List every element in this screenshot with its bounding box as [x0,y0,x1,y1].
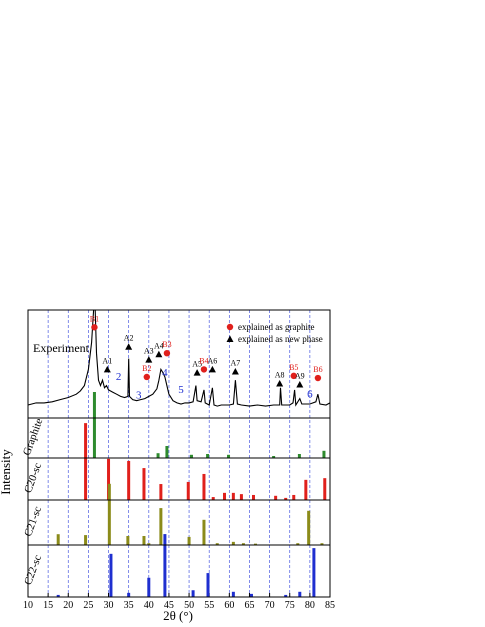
peak-label: B1 [90,314,99,323]
graphite-marker [91,324,98,331]
new-phase-marker [226,335,234,342]
graphite-marker [143,373,150,381]
new-phase-marker [145,356,153,363]
peak-number: 5 [178,384,184,396]
x-tick-label: 20 [63,600,73,611]
x-tick-label: 25 [83,600,93,611]
peak-label: B4 [199,356,208,365]
peak-label: A7 [230,359,240,368]
plot-frame [27,309,331,598]
graphite-marker [200,366,208,373]
peak-label: B6 [313,365,322,374]
x-tick-label: 45 [164,600,174,611]
x-tick-label: 75 [285,600,295,611]
peak-number: 4 [162,367,168,379]
panel-label: C22-sc [22,553,44,586]
graphite-marker [290,372,297,380]
new-phase-marker [193,369,201,376]
panel-label: C20-sc [22,461,44,494]
peak-label: A9 [295,372,305,381]
x-tick-label: 40 [144,600,154,611]
peak-number: 2 [116,371,122,383]
new-phase-marker [103,365,111,373]
x-tick-label: 80 [305,600,315,611]
peak-label: B3 [162,340,171,349]
peak-label: A4 [154,341,164,350]
legend-label: explained as graphite [238,322,314,332]
graphite-marker [314,374,322,382]
peak-label: B2 [142,364,151,373]
peak-label: A8 [275,370,285,379]
peak-label: A6 [208,356,218,365]
new-phase-marker [296,381,304,388]
peak-number: 3 [136,390,142,402]
x-tick-label: 65 [244,600,254,611]
x-tick-label: 50 [184,600,194,611]
peak-label: A1 [102,356,112,365]
experiment-line [27,309,331,407]
x-tick-label: 55 [204,600,214,611]
peak-number: 6 [307,388,313,400]
new-phase-marker [208,365,216,373]
graphite-marker [226,323,234,331]
x-tick-label: 15 [43,600,53,611]
x-tick-label: 85 [325,600,335,611]
peak-label: A2 [124,334,134,343]
panel-label: Experiment [33,341,90,355]
x-tick-label: 35 [124,600,134,611]
new-phase-marker [125,343,133,350]
new-phase-marker [276,379,284,387]
peak-label: B5 [289,363,298,372]
x-tick-label: 10 [23,600,33,611]
panel-label: C21-sc [22,505,44,538]
peak-label: A5 [192,360,202,369]
peak-label: A3 [144,347,154,356]
x-tick-label: 70 [265,600,275,611]
x-tick-label: 30 [104,600,114,611]
x-tick-label: 60 [224,600,234,611]
graphite-marker [163,350,171,357]
y-axis-label: Intensity [0,449,13,495]
new-phase-marker [155,350,163,358]
panel-label: Graphite [21,417,45,457]
new-phase-marker [231,368,239,375]
legend-label: explained as new phase [238,334,323,344]
x-axis-label: 2θ (°) [163,608,193,623]
